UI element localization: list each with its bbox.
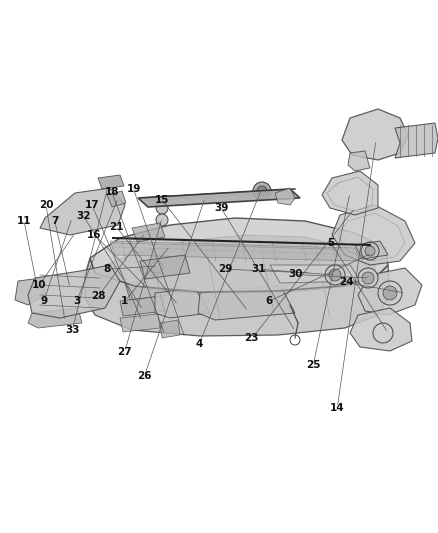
- Text: 20: 20: [39, 200, 53, 210]
- Polygon shape: [342, 109, 408, 160]
- Text: 21: 21: [109, 222, 124, 231]
- Polygon shape: [350, 308, 412, 351]
- Circle shape: [257, 186, 267, 196]
- Polygon shape: [332, 205, 415, 265]
- Text: 27: 27: [117, 347, 132, 357]
- Text: 23: 23: [244, 334, 259, 343]
- Text: 31: 31: [251, 264, 266, 274]
- Circle shape: [156, 202, 168, 214]
- Polygon shape: [275, 188, 295, 205]
- Polygon shape: [140, 255, 190, 279]
- Circle shape: [156, 214, 168, 226]
- Polygon shape: [155, 288, 210, 318]
- Text: 25: 25: [306, 360, 321, 370]
- Polygon shape: [132, 223, 165, 242]
- Text: 39: 39: [214, 203, 228, 213]
- Text: 1: 1: [121, 296, 128, 306]
- Polygon shape: [160, 320, 180, 338]
- Circle shape: [358, 268, 378, 288]
- Polygon shape: [270, 265, 360, 283]
- Text: 8: 8: [104, 264, 111, 274]
- Circle shape: [383, 286, 397, 300]
- Text: 7: 7: [51, 216, 58, 226]
- Polygon shape: [358, 268, 422, 315]
- Circle shape: [253, 182, 271, 200]
- Text: 19: 19: [127, 184, 141, 194]
- Text: 4: 4: [196, 339, 203, 349]
- Polygon shape: [125, 278, 170, 300]
- Text: 15: 15: [155, 195, 170, 205]
- Polygon shape: [322, 171, 378, 215]
- Polygon shape: [355, 241, 388, 259]
- Circle shape: [365, 246, 375, 256]
- Polygon shape: [120, 296, 165, 316]
- Text: 30: 30: [288, 270, 303, 279]
- Polygon shape: [85, 258, 390, 336]
- Polygon shape: [110, 241, 360, 261]
- Text: 26: 26: [137, 371, 152, 381]
- Polygon shape: [395, 123, 438, 158]
- Polygon shape: [105, 235, 375, 293]
- Text: 24: 24: [339, 278, 353, 287]
- Text: 9: 9: [40, 296, 47, 306]
- Polygon shape: [138, 189, 300, 207]
- Text: 33: 33: [65, 326, 80, 335]
- Circle shape: [325, 265, 345, 285]
- Text: 18: 18: [104, 187, 119, 197]
- Text: 3: 3: [73, 296, 80, 306]
- Text: 5: 5: [327, 238, 334, 247]
- Polygon shape: [28, 308, 82, 328]
- Text: 32: 32: [76, 211, 91, 221]
- Text: 6: 6: [266, 296, 273, 306]
- Polygon shape: [120, 314, 160, 332]
- Text: 16: 16: [87, 230, 102, 239]
- Polygon shape: [98, 175, 124, 189]
- Text: 17: 17: [85, 200, 99, 210]
- Polygon shape: [90, 218, 388, 292]
- Text: 14: 14: [330, 403, 345, 413]
- Text: 29: 29: [219, 264, 233, 274]
- Polygon shape: [348, 151, 370, 171]
- Polygon shape: [28, 265, 120, 318]
- Polygon shape: [40, 188, 125, 235]
- Polygon shape: [198, 285, 295, 320]
- Polygon shape: [107, 191, 126, 207]
- Text: 11: 11: [17, 216, 32, 226]
- Circle shape: [362, 272, 374, 284]
- Text: 10: 10: [32, 280, 47, 290]
- Circle shape: [329, 269, 341, 281]
- Polygon shape: [15, 278, 45, 305]
- Text: 28: 28: [91, 291, 106, 301]
